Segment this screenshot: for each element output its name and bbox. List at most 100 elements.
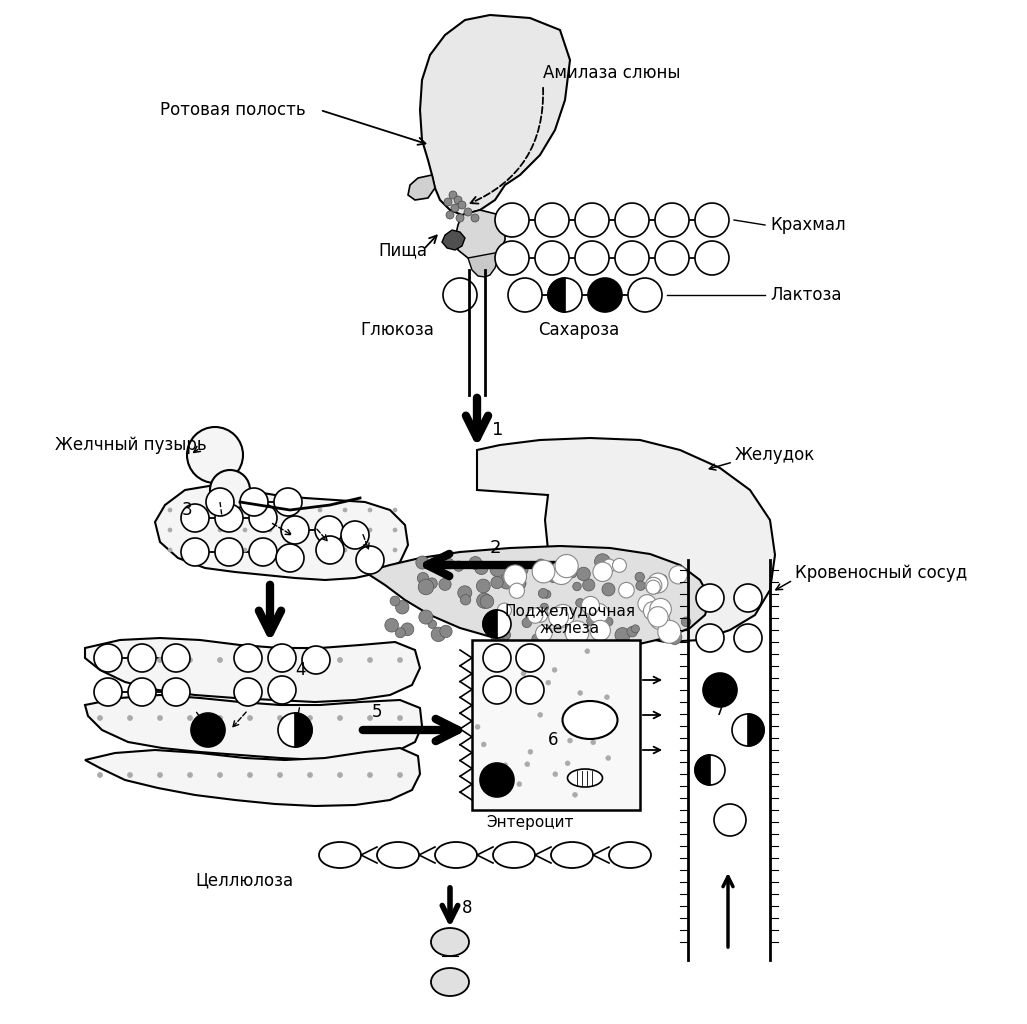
Circle shape <box>401 623 414 636</box>
Circle shape <box>418 580 433 595</box>
Circle shape <box>193 508 197 512</box>
Circle shape <box>274 488 302 516</box>
Circle shape <box>464 208 472 216</box>
Circle shape <box>734 584 762 612</box>
Circle shape <box>632 625 640 633</box>
Circle shape <box>268 548 272 552</box>
Circle shape <box>573 623 587 637</box>
Polygon shape <box>85 748 420 806</box>
Circle shape <box>503 777 508 782</box>
Circle shape <box>318 528 322 532</box>
Circle shape <box>681 617 691 627</box>
Circle shape <box>578 690 582 695</box>
Circle shape <box>645 578 661 594</box>
Circle shape <box>368 716 373 721</box>
Circle shape <box>504 565 527 588</box>
Circle shape <box>368 508 372 512</box>
Circle shape <box>636 581 645 591</box>
Circle shape <box>268 508 272 512</box>
Ellipse shape <box>431 968 469 996</box>
Circle shape <box>501 631 510 640</box>
Circle shape <box>390 596 400 606</box>
Circle shape <box>307 657 312 663</box>
Circle shape <box>565 568 574 578</box>
Circle shape <box>460 595 470 605</box>
Circle shape <box>276 544 304 572</box>
Circle shape <box>94 678 122 706</box>
Circle shape <box>644 602 662 621</box>
Circle shape <box>474 561 488 574</box>
Circle shape <box>458 201 466 209</box>
Circle shape <box>127 657 132 663</box>
Circle shape <box>218 772 223 777</box>
Circle shape <box>658 574 668 584</box>
Text: Лактоза: Лактоза <box>770 286 841 304</box>
Circle shape <box>495 241 529 275</box>
Circle shape <box>218 528 222 532</box>
Circle shape <box>545 680 550 685</box>
Text: Пища: Пища <box>378 241 427 259</box>
Text: Целлюлоза: Целлюлоза <box>195 871 293 889</box>
Circle shape <box>368 772 373 777</box>
Circle shape <box>248 657 253 663</box>
Ellipse shape <box>319 842 362 868</box>
Circle shape <box>168 508 172 512</box>
Circle shape <box>318 508 322 512</box>
Circle shape <box>368 548 372 552</box>
Ellipse shape <box>431 928 469 956</box>
Circle shape <box>575 241 609 275</box>
Circle shape <box>668 630 682 644</box>
Circle shape <box>522 618 532 628</box>
Circle shape <box>419 610 433 624</box>
Circle shape <box>395 628 406 638</box>
Circle shape <box>456 214 464 222</box>
Circle shape <box>532 634 542 644</box>
Circle shape <box>576 598 584 607</box>
Circle shape <box>157 657 162 663</box>
Circle shape <box>343 508 347 512</box>
Circle shape <box>458 586 471 600</box>
Wedge shape <box>748 714 764 746</box>
Circle shape <box>471 214 479 222</box>
Circle shape <box>703 673 737 707</box>
Circle shape <box>157 772 162 777</box>
Circle shape <box>193 548 197 552</box>
Circle shape <box>525 762 530 767</box>
Circle shape <box>446 211 454 219</box>
Circle shape <box>431 627 446 642</box>
Circle shape <box>426 578 438 589</box>
Circle shape <box>218 657 223 663</box>
Circle shape <box>188 772 192 777</box>
Text: 3: 3 <box>182 501 193 519</box>
Circle shape <box>94 644 122 672</box>
Circle shape <box>268 676 296 705</box>
Circle shape <box>210 470 250 510</box>
Circle shape <box>162 644 190 672</box>
Circle shape <box>565 630 574 638</box>
Circle shape <box>605 617 613 626</box>
Circle shape <box>581 596 600 614</box>
Circle shape <box>573 583 581 591</box>
Circle shape <box>451 204 459 212</box>
Circle shape <box>482 742 486 746</box>
Circle shape <box>618 583 635 598</box>
Circle shape <box>181 504 210 532</box>
Circle shape <box>397 657 403 663</box>
Circle shape <box>191 713 225 746</box>
Circle shape <box>591 621 610 641</box>
Circle shape <box>215 504 243 532</box>
Circle shape <box>532 560 555 583</box>
Circle shape <box>249 504 277 532</box>
Circle shape <box>542 590 550 598</box>
Circle shape <box>516 676 544 705</box>
Circle shape <box>416 556 429 569</box>
Circle shape <box>368 657 373 663</box>
Circle shape <box>548 607 569 627</box>
Circle shape <box>495 629 509 643</box>
Circle shape <box>517 781 522 786</box>
Circle shape <box>393 528 397 532</box>
Circle shape <box>393 548 397 552</box>
Circle shape <box>565 621 588 644</box>
Circle shape <box>454 196 462 204</box>
Polygon shape <box>365 546 710 648</box>
